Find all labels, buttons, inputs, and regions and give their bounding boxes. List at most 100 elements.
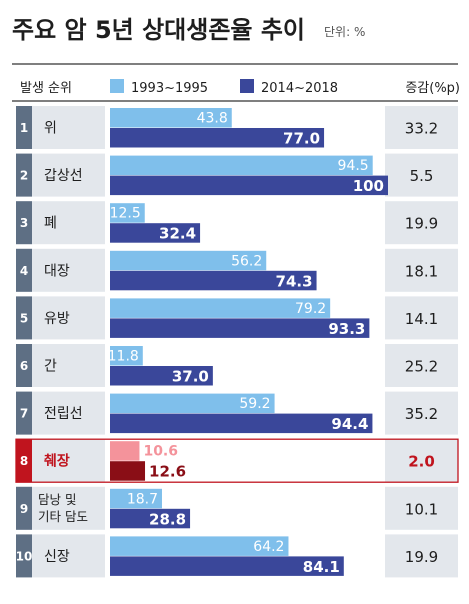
change-cell-bg	[385, 248, 458, 292]
change-cell-bg	[385, 439, 458, 483]
change-cell-bg	[385, 153, 458, 197]
category-label: 위	[44, 121, 57, 137]
rank-number: 4	[20, 264, 28, 278]
rank-number: 5	[20, 311, 28, 325]
bar-2014-2018	[110, 366, 213, 386]
highlight-row-border	[15, 438, 459, 483]
value-label-2014-2018: 100	[353, 177, 384, 195]
bar-1993-1995	[110, 488, 162, 509]
rank-badge	[16, 344, 32, 387]
bar-2014-2018	[110, 413, 373, 434]
value-label-2014-2018: 32.4	[159, 225, 196, 243]
change-value: 18.1	[405, 262, 438, 280]
rank-badge	[16, 153, 32, 197]
rank-badge	[16, 296, 32, 340]
rank-badge	[16, 439, 32, 483]
change-value: 19.9	[405, 548, 438, 566]
change-cell-bg	[385, 486, 458, 530]
change-cell-bg	[385, 534, 458, 578]
bar-1993-1995	[110, 203, 145, 223]
value-label-1993-1995: 43.8	[197, 111, 228, 127]
unit-label: 단위: %	[324, 25, 365, 39]
value-label-2014-2018: 84.1	[303, 558, 340, 576]
bar-1993-1995	[110, 298, 331, 318]
change-value: 5.5	[410, 167, 434, 185]
value-label-1993-1995: 11.8	[108, 349, 139, 365]
change-value: 19.9	[405, 215, 438, 233]
bar-2014-2018	[110, 223, 201, 243]
bar-2014-2018	[110, 461, 146, 481]
rank-number: 3	[20, 216, 28, 230]
legend-label-1993: 1993~1995	[131, 81, 208, 96]
value-label-1993-1995: 94.5	[338, 158, 369, 174]
rank-number: 8	[20, 454, 28, 468]
value-label-1993-1995: 79.2	[295, 301, 326, 317]
chart-title: 주요 암 5년 상대생존율 추이	[12, 16, 305, 44]
category-label: 대장	[44, 263, 70, 279]
value-label-2014-2018: 12.6	[149, 463, 186, 481]
bar-2014-2018	[110, 508, 191, 529]
rank-number: 1	[20, 121, 28, 135]
value-label-2014-2018: 93.3	[328, 320, 365, 338]
value-label-2014-2018: 74.3	[276, 272, 313, 290]
rank-badge	[16, 534, 32, 578]
change-value: 10.1	[405, 500, 438, 518]
change-cell-bg	[385, 106, 458, 149]
bar-1993-1995	[110, 536, 289, 556]
change-value: 25.2	[405, 358, 438, 376]
bar-1993-1995	[110, 250, 267, 271]
change-header: 증감(%p)	[405, 81, 460, 96]
bar-1993-1995	[110, 108, 232, 128]
rank-number: 7	[20, 407, 28, 421]
bar-2014-2018	[110, 318, 370, 338]
rank-number: 6	[20, 359, 28, 373]
value-label-2014-2018: 77.0	[283, 130, 320, 148]
category-label: 전립선	[44, 406, 83, 422]
bar-2014-2018	[110, 128, 325, 148]
change-cell-bg	[385, 201, 458, 245]
chart-rows: 1 위 43.8 77.0 33.2 2 갑상선 94.5 100 5.5 3 폐 12.5 32.4 19…	[15, 106, 459, 578]
bar-2014-2018	[110, 270, 317, 291]
rank-badge	[16, 486, 32, 530]
change-value: 2.0	[408, 453, 435, 471]
category-label: 유방	[44, 311, 70, 327]
legend-swatch-2014	[240, 79, 254, 93]
change-value: 35.2	[405, 405, 438, 423]
legend-swatch-1993	[110, 79, 124, 93]
rank-badge	[16, 201, 32, 245]
change-cell-bg	[385, 344, 458, 387]
value-label-1993-1995: 12.5	[110, 206, 141, 222]
bar-2014-2018	[110, 175, 388, 196]
category-label: 폐	[44, 216, 57, 232]
value-label-1993-1995: 56.2	[231, 253, 262, 269]
rank-number: 2	[20, 169, 28, 183]
category-label: 간	[44, 359, 57, 375]
bar-1993-1995	[110, 441, 140, 461]
category-label: 담낭 및	[38, 492, 76, 507]
change-value: 33.2	[405, 120, 438, 138]
value-label-1993-1995: 18.7	[127, 491, 158, 507]
change-value: 14.1	[405, 310, 438, 328]
rank-badge	[16, 106, 32, 149]
rank-number: 10	[16, 549, 33, 563]
change-cell-bg	[385, 296, 458, 340]
bar-1993-1995	[110, 393, 275, 414]
category-label: 신장	[44, 549, 70, 565]
value-label-2014-2018: 94.4	[331, 415, 368, 433]
bar-1993-1995	[110, 155, 373, 176]
value-label-2014-2018: 28.8	[149, 510, 186, 528]
rank-header: 발생 순위	[20, 81, 72, 96]
rank-badge	[16, 248, 32, 292]
rank-badge	[16, 391, 32, 435]
legend-label-2014: 2014~2018	[261, 81, 338, 96]
change-cell-bg	[385, 391, 458, 435]
category-label: 기타 담도	[38, 509, 88, 524]
value-label-1993-1995: 10.6	[143, 444, 178, 460]
category-label: 갑상선	[44, 168, 83, 184]
value-label-2014-2018: 37.0	[172, 368, 209, 386]
value-label-1993-1995: 64.2	[253, 539, 284, 555]
category-label: 췌장	[44, 453, 70, 470]
value-label-1993-1995: 59.2	[239, 396, 270, 412]
bar-2014-2018	[110, 556, 344, 576]
